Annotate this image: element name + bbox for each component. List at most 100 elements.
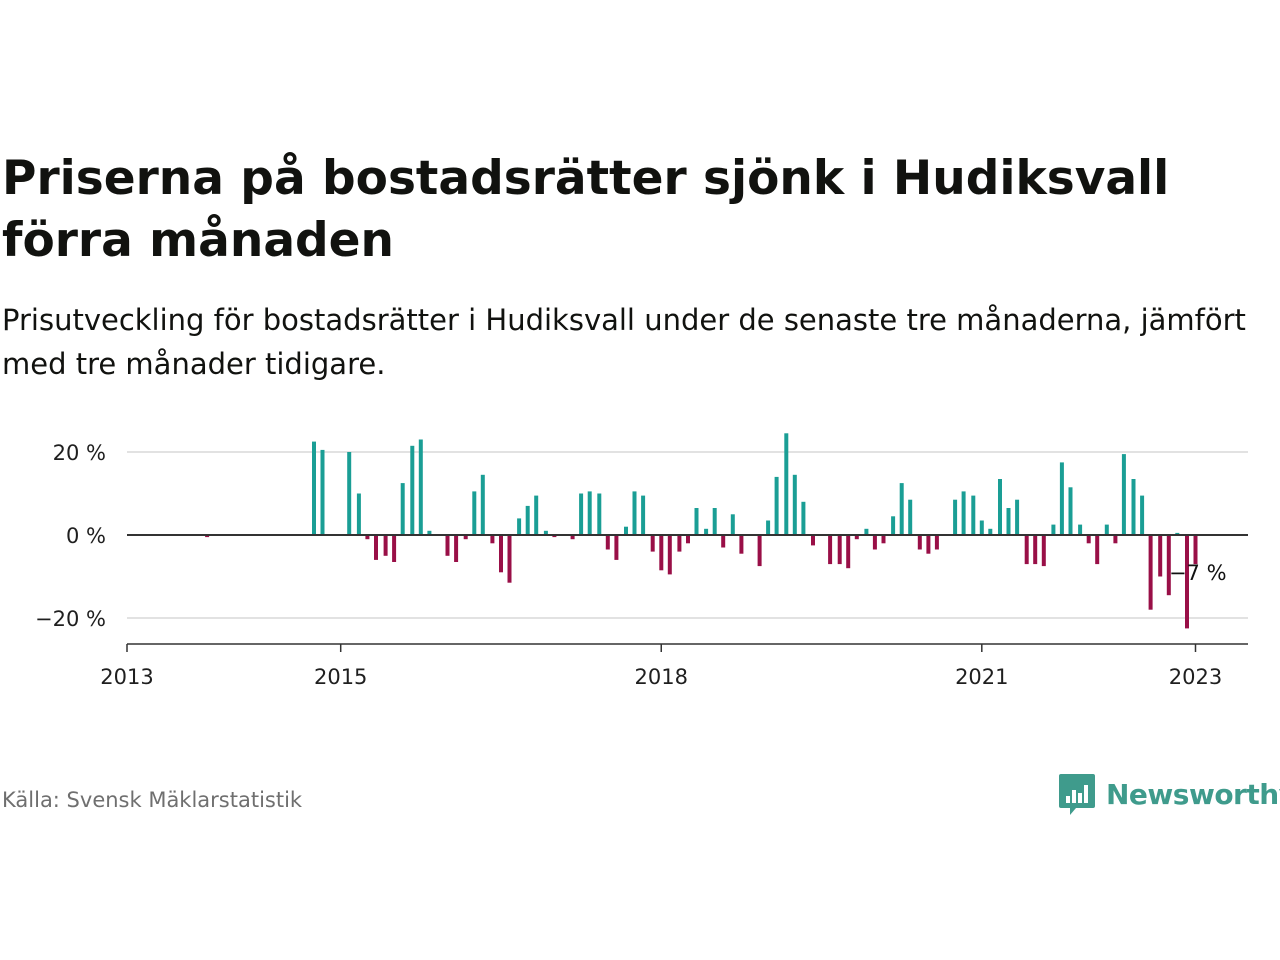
bar-negative [854, 535, 859, 540]
bar-negative [614, 535, 619, 560]
bar-negative [605, 535, 610, 550]
newsworthy-logo-icon [1059, 774, 1095, 815]
bar-positive [998, 479, 1002, 535]
x-tick-label: 2013 [100, 665, 153, 689]
bar-positive [979, 520, 984, 535]
bar-negative [445, 535, 450, 556]
value-annotation: −7 % [1169, 561, 1227, 585]
bar-positive [356, 493, 361, 535]
bar-negative [507, 535, 512, 583]
bar-positive [792, 474, 797, 535]
bar-positive [641, 495, 646, 535]
bar-positive [1059, 462, 1064, 535]
bar-positive [347, 452, 352, 535]
bar-negative [739, 535, 744, 554]
bar-positive [864, 528, 869, 535]
bar-positive [891, 516, 896, 535]
bar-negative [392, 535, 397, 562]
bar-positive [534, 495, 539, 535]
bar-positive [410, 445, 415, 535]
bar-negative [552, 535, 557, 538]
axes [126, 534, 1248, 652]
bar-positive [961, 491, 966, 535]
y-tick-label: −20 % [35, 607, 106, 631]
bar-negative [490, 535, 495, 544]
bar-positive [525, 505, 530, 535]
bar-positive [801, 501, 806, 535]
bar-positive [632, 491, 637, 535]
bar-negative [1148, 535, 1153, 610]
bar-negative [1185, 535, 1189, 629]
y-tick-label: 0 % [66, 524, 106, 548]
bar-positive [1051, 524, 1056, 535]
chart-subtitle: Prisutveckling för bostadsrätter i Hudik… [2, 303, 1246, 381]
bar-negative [570, 535, 575, 540]
bar-positive [480, 474, 485, 535]
bar-positive [418, 439, 423, 535]
bar-positive [712, 508, 717, 535]
bar-negative [205, 535, 210, 538]
chart-title: Priserna på bostadsrätter sjönk i Hudiks… [2, 151, 1170, 268]
bar-negative [1086, 535, 1091, 544]
bar-negative [383, 535, 388, 556]
bar-negative [837, 535, 842, 565]
bar-negative [721, 535, 726, 548]
x-tick-label: 2015 [314, 665, 367, 689]
bar-positive [320, 449, 325, 535]
bar-positive [1078, 524, 1083, 535]
bar-positive [472, 491, 477, 535]
bar-negative [828, 535, 833, 565]
bar-negative [650, 535, 655, 552]
bar-negative [934, 535, 939, 550]
bar-positive [1068, 487, 1073, 535]
bar-positive [1006, 508, 1011, 535]
bar-positive [1104, 524, 1109, 535]
bar-negative [1158, 535, 1163, 577]
bar-positive [766, 520, 771, 535]
bars [205, 433, 1198, 629]
bar-negative [811, 535, 815, 546]
bar-positive [1015, 499, 1020, 535]
bar-negative [374, 535, 378, 560]
bar-negative [677, 535, 682, 552]
bar-positive [1140, 495, 1145, 535]
bar-positive [427, 530, 432, 535]
bar-negative [757, 535, 762, 567]
bar-positive [1175, 532, 1180, 535]
bar-negative [872, 535, 877, 550]
bar-positive [1121, 454, 1126, 535]
bar-positive [988, 528, 993, 535]
bar-negative [365, 535, 370, 540]
bar-negative [1033, 535, 1038, 565]
tick-labels: 20 % 0 % −20 % 2013 2015 2018 2021 2023 −7 % [35, 441, 1226, 689]
bar-positive [624, 526, 628, 535]
bar-negative [463, 535, 468, 540]
source-note: Källa: Svensk Mäklarstatistik [2, 788, 303, 812]
bar-positive [312, 441, 316, 535]
bar-negative [1113, 535, 1118, 544]
bar-positive [908, 499, 913, 535]
bar-negative [1041, 535, 1046, 567]
x-tick-label: 2018 [635, 665, 688, 689]
bar-positive [587, 491, 592, 535]
bar-negative [659, 535, 664, 571]
bar-positive [704, 528, 709, 535]
bar-negative [1193, 535, 1198, 565]
bar-positive [730, 514, 735, 536]
bar-positive [971, 495, 976, 535]
x-tick-label: 2023 [1169, 665, 1222, 689]
brand-logo[interactable]: Newsworthy [1058, 772, 1280, 816]
bar-positive [953, 499, 958, 535]
bar-negative [1166, 535, 1171, 596]
bar-negative [917, 535, 922, 550]
brand-name: Newsworthy [1106, 777, 1280, 811]
bar-positive [899, 483, 904, 535]
bar-negative [846, 535, 851, 569]
bar-positive [694, 508, 699, 535]
x-tick-label: 2021 [955, 665, 1008, 689]
bar-negative [926, 535, 931, 554]
bar-positive [400, 483, 405, 535]
bar-positive [1131, 479, 1136, 535]
bar-negative [1095, 535, 1100, 565]
bar-negative [454, 535, 459, 562]
